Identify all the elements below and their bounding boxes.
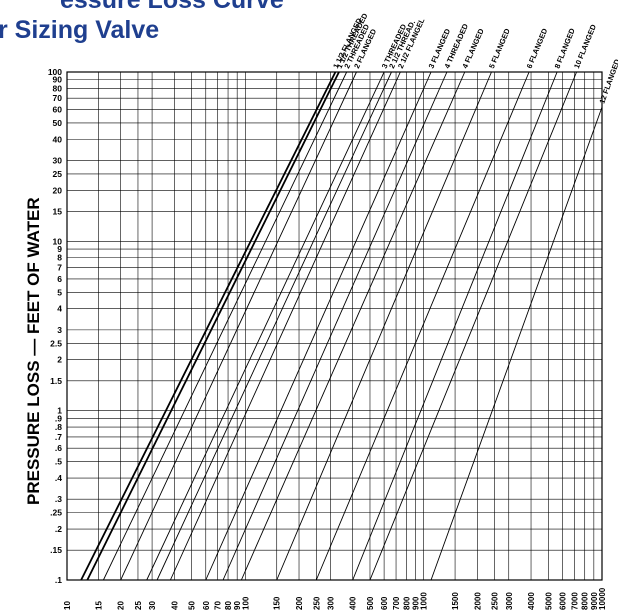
y-tick-label: .2 — [55, 524, 62, 534]
chart-title-line-2: r Sizing Valve — [0, 16, 160, 44]
series-line — [430, 107, 603, 581]
x-tick-label: 5000 — [544, 592, 553, 610]
series-label: 10 FLANGED — [572, 23, 598, 70]
x-tick-label: 60 — [202, 601, 211, 610]
y-tick-label: 60 — [53, 105, 63, 115]
series-line — [86, 71, 340, 581]
x-tick-label: 80 — [224, 601, 233, 610]
x-tick-label: 3000 — [505, 592, 514, 610]
x-tick-label: 40 — [170, 601, 179, 610]
series-label: 6 FLANGED — [525, 27, 550, 70]
y-tick-label: 4 — [57, 304, 62, 314]
y-tick-label: .1 — [55, 575, 62, 585]
x-tick-label: 600 — [380, 596, 389, 610]
series-line — [276, 71, 492, 581]
x-tick-label: 250 — [312, 596, 321, 610]
series-label: 5 FLANGED — [487, 27, 512, 70]
x-tick-label: 25 — [134, 601, 143, 610]
x-tick-label: 20 — [117, 601, 126, 610]
x-tick-label: 700 — [392, 596, 401, 610]
x-tick-label: 150 — [273, 596, 282, 610]
x-tick-label: 30 — [148, 601, 157, 610]
y-tick-label: .8 — [55, 422, 62, 432]
x-tick-label: 50 — [188, 601, 197, 610]
y-tick-label: 50 — [53, 118, 63, 128]
y-tick-label: 2 — [57, 355, 62, 365]
y-tick-label: .15 — [50, 545, 62, 555]
x-tick-label: 90 — [233, 601, 242, 610]
series-line — [120, 71, 357, 581]
y-tick-label: 8 — [57, 253, 62, 263]
y-tick-label: 1 — [57, 406, 62, 416]
series-line — [156, 71, 392, 581]
y-tick-label: 6 — [57, 274, 62, 284]
y-tick-label: .6 — [55, 443, 62, 453]
x-tick-label: 6000 — [558, 592, 567, 610]
x-tick-label: 1500 — [451, 592, 460, 610]
x-tick-label: 7000 — [570, 592, 579, 610]
series-line — [240, 71, 466, 581]
y-tick-label: 40 — [53, 134, 63, 144]
y-tick-label: .7 — [55, 432, 62, 442]
x-tick-label: 15 — [94, 601, 103, 610]
x-tick-label: 8000 — [581, 592, 590, 610]
y-tick-label: .9 — [55, 413, 62, 423]
y-tick-label: 30 — [53, 156, 63, 166]
y-tick-label: 90 — [53, 75, 63, 85]
y-tick-label: .5 — [55, 457, 62, 467]
x-tick-label: 1000 — [420, 592, 429, 610]
y-tick-label: 9 — [57, 244, 62, 254]
series-line — [169, 71, 401, 581]
y-tick-label: 100 — [48, 67, 62, 77]
y-tick-label: .25 — [50, 508, 62, 518]
x-tick-label: 9000 — [590, 592, 599, 610]
y-tick-label: 1.5 — [50, 376, 62, 386]
chart-title-line-1: essure Loss Curve — [60, 0, 284, 14]
x-tick-label: 500 — [366, 596, 375, 610]
series-line — [205, 71, 432, 581]
y-tick-label: 5 — [57, 287, 62, 297]
series-line — [369, 71, 577, 581]
x-tick-label: 10 — [63, 601, 72, 610]
x-tick-label: 200 — [295, 596, 304, 610]
x-tick-label: 10000 — [598, 587, 607, 610]
series-line — [352, 71, 558, 581]
y-tick-label: 7 — [57, 263, 62, 273]
y-tick-label: 10 — [53, 236, 63, 246]
x-tick-label: 800 — [402, 596, 411, 610]
y-tick-label: 2.5 — [50, 338, 62, 348]
y-tick-label: 3 — [57, 325, 62, 335]
y-tick-label: 15 — [53, 207, 63, 217]
series-line — [222, 71, 448, 581]
x-tick-label: 100 — [241, 596, 250, 610]
series-line — [102, 71, 348, 581]
series-line — [80, 71, 337, 581]
series-label: 12 FLANGED — [597, 57, 618, 105]
y-tick-label: .3 — [55, 494, 62, 504]
x-tick-label: 4000 — [527, 592, 536, 610]
x-tick-label: 400 — [349, 596, 358, 610]
y-tick-label: 70 — [53, 93, 63, 103]
series-line — [146, 71, 385, 581]
x-tick-label: 70 — [214, 601, 223, 610]
y-tick-label: 80 — [53, 83, 63, 93]
y-tick-label: 20 — [53, 185, 63, 195]
x-tick-label: 900 — [412, 596, 421, 610]
x-tick-label: 300 — [326, 596, 335, 610]
x-tick-label: 2000 — [473, 592, 482, 610]
y-tick-label: .4 — [55, 473, 62, 483]
x-tick-label: 2500 — [491, 592, 500, 610]
y-tick-label: 25 — [53, 169, 63, 179]
series-line — [315, 71, 530, 581]
